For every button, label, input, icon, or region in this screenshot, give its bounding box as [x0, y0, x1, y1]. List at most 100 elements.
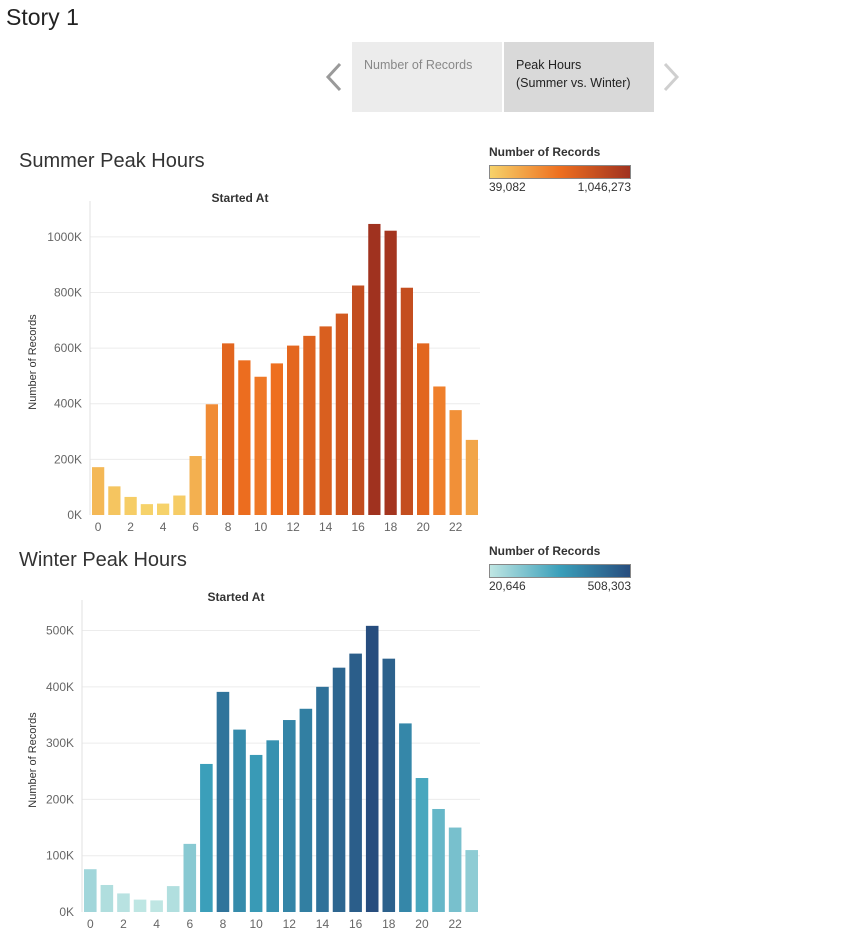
bar-hour-9	[238, 360, 251, 515]
bar-hour-14	[319, 326, 332, 515]
winter-peak-hours-chart: Started At 0K 100K 200K 300K 400K 500K Number o…	[27, 590, 480, 931]
x-tick-label: 2	[127, 520, 134, 534]
bar-hour-22	[449, 410, 462, 515]
y-tick-label: 200K	[54, 452, 82, 466]
y-tick-label: 1000K	[47, 230, 82, 244]
bar-hour-22	[448, 827, 462, 912]
x-tick-label: 12	[286, 520, 300, 534]
story-tab-label: Peak Hours (Summer vs. Winter)	[516, 58, 631, 90]
x-tick-label: 12	[283, 917, 297, 931]
bar-hour-23	[465, 439, 478, 515]
bar-hour-16	[352, 285, 365, 515]
legend-min-label: 20,646	[489, 579, 526, 593]
bar-hour-8	[222, 343, 235, 515]
y-tick-label: 400K	[46, 680, 74, 694]
x-tick-label: 0	[95, 520, 102, 534]
x-tick-label: 6	[186, 917, 193, 931]
y-tick-label: 0K	[59, 905, 74, 919]
y-tick-label: 200K	[46, 792, 74, 806]
bar-hour-4	[157, 503, 170, 515]
summer-chart-title: Summer Peak Hours	[19, 150, 205, 172]
chart-header: Started At	[208, 590, 265, 604]
bar-hour-2	[124, 496, 137, 515]
y-tick-label: 300K	[46, 736, 74, 750]
bar-hour-15	[335, 313, 348, 515]
bar-hour-12	[283, 720, 296, 912]
x-tick-label: 14	[316, 917, 330, 931]
bar-hour-19	[399, 723, 412, 912]
x-tick-label: 4	[160, 520, 167, 534]
story-tab-label: Number of Records	[364, 58, 473, 72]
x-tick-label: 6	[192, 520, 199, 534]
x-tick-label: 10	[254, 520, 268, 534]
x-tick-label: 22	[448, 917, 462, 931]
bar-hour-11	[270, 363, 283, 515]
bar-hour-23	[465, 850, 478, 912]
legend-max-label: 508,303	[587, 579, 631, 593]
bar-hour-0	[92, 467, 105, 515]
legend-min-label: 39,082	[489, 180, 526, 194]
bar-hour-20	[415, 778, 429, 912]
bar-hour-2	[117, 893, 130, 912]
x-tick-label: 10	[249, 917, 263, 931]
x-tick-label: 8	[220, 917, 227, 931]
y-tick-label: 0K	[67, 508, 82, 522]
summer-color-legend: Number of Records 39,082 1,046,273	[489, 145, 649, 194]
bar-hour-11	[266, 740, 279, 912]
bar-hour-17	[368, 223, 381, 516]
chevron-right-icon[interactable]	[659, 60, 683, 94]
legend-gradient-bar	[489, 564, 631, 578]
bar-hour-17	[365, 625, 379, 912]
bar-hour-6	[183, 843, 197, 912]
legend-title: Number of Records	[489, 544, 601, 558]
bar-hour-4	[150, 900, 163, 912]
bar-hour-15	[332, 667, 346, 912]
winter-chart-title: Winter Peak Hours	[19, 549, 187, 571]
bar-hour-0	[84, 869, 97, 912]
x-tick-label: 8	[225, 520, 232, 534]
story-tab-peak-hours[interactable]: Peak Hours (Summer vs. Winter)	[504, 42, 654, 112]
legend-gradient-bar	[489, 165, 631, 179]
legend-title: Number of Records	[489, 145, 601, 159]
x-tick-label: 20	[415, 917, 429, 931]
bar-hour-7	[205, 404, 218, 515]
summer-peak-hours-chart: Started At 0K 200K 400K 600K 800K 1000K Number …	[27, 191, 480, 534]
x-tick-label: 16	[349, 917, 363, 931]
bar-hour-12	[287, 345, 300, 515]
x-tick-label: 16	[351, 520, 365, 534]
x-tick-label: 2	[120, 917, 127, 931]
bar-hour-20	[417, 343, 430, 515]
y-axis-label: Number of Records	[27, 314, 39, 410]
bar-hour-19	[400, 287, 413, 515]
x-tick-label: 18	[384, 520, 398, 534]
y-tick-label: 600K	[54, 341, 82, 355]
story-title: Story 1	[6, 4, 79, 30]
bar-hour-6	[189, 456, 202, 515]
bar-hour-5	[166, 886, 180, 912]
story-tab-number-of-records[interactable]: Number of Records	[352, 42, 502, 112]
x-tick-label: 0	[87, 917, 94, 931]
chevron-left-icon[interactable]	[322, 60, 346, 94]
winter-color-legend: Number of Records 20,646 508,303	[489, 544, 649, 593]
bar-hour-18	[384, 230, 397, 515]
bar-hour-1	[108, 486, 121, 515]
x-tick-label: 22	[449, 520, 463, 534]
y-tick-label: 400K	[54, 397, 82, 411]
x-tick-label: 14	[319, 520, 333, 534]
bar-hour-14	[316, 686, 329, 912]
y-tick-label: 500K	[46, 624, 74, 638]
chart-header: Started At	[212, 191, 269, 205]
x-tick-label: 18	[382, 917, 396, 931]
y-tick-label: 800K	[54, 285, 82, 299]
bar-hour-5	[173, 495, 186, 515]
bar-hour-7	[200, 763, 213, 912]
bar-hour-13	[303, 335, 316, 515]
bar-hour-16	[349, 653, 362, 912]
bar-hour-21	[432, 808, 445, 912]
bar-hour-3	[133, 899, 147, 912]
x-tick-label: 4	[153, 917, 160, 931]
bar-hour-3	[140, 504, 153, 515]
bar-hour-21	[433, 386, 446, 515]
bar-hour-9	[233, 729, 246, 912]
bar-hour-10	[254, 376, 267, 515]
